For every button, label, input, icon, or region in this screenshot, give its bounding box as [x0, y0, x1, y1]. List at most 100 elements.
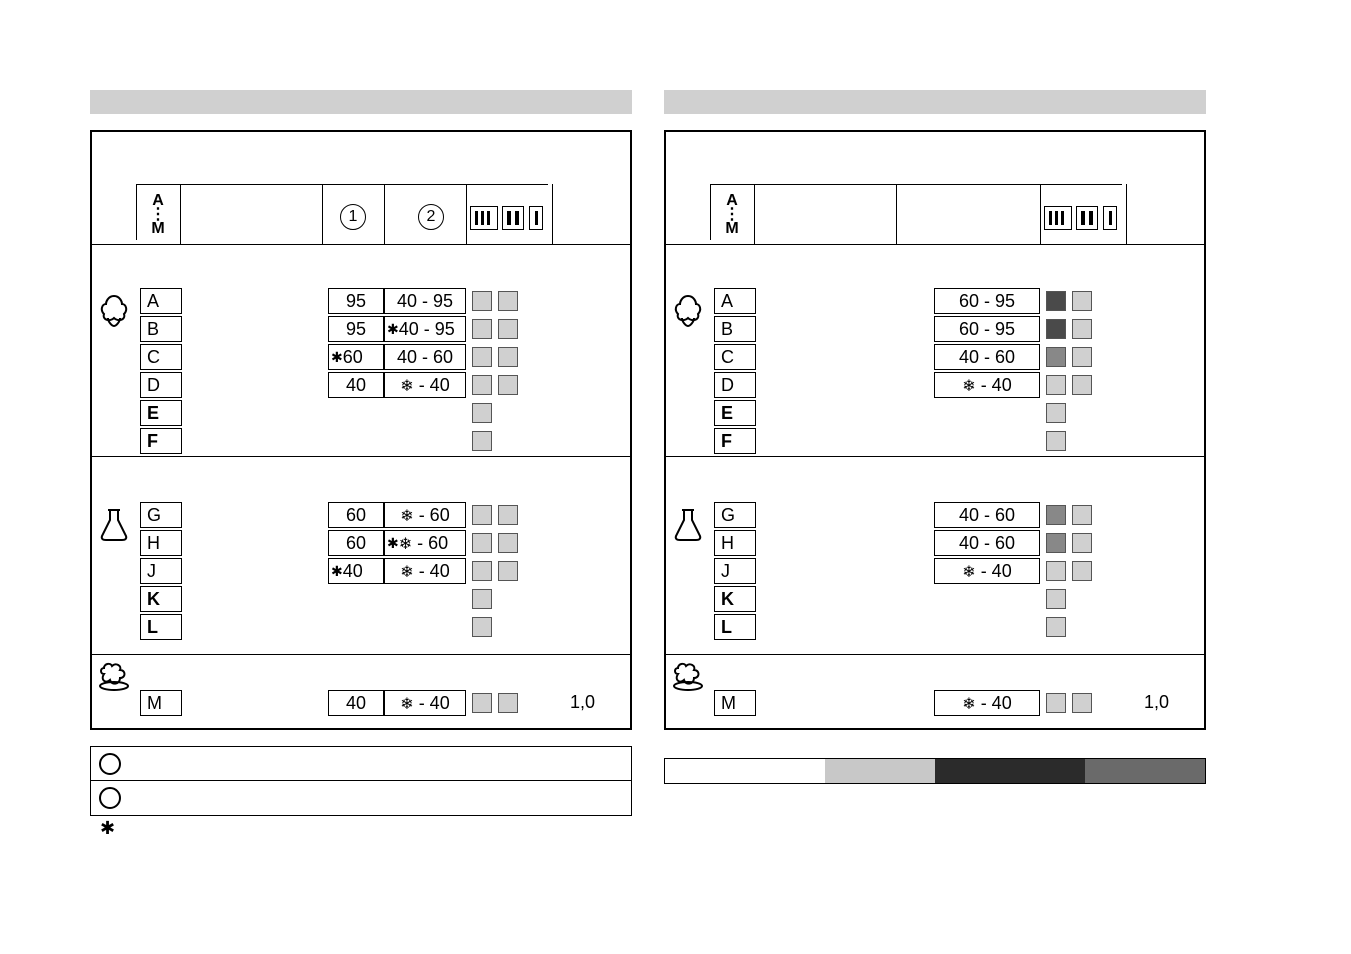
temp-range: 60 - 95	[934, 288, 1040, 314]
display-icon-2bar	[1076, 206, 1098, 230]
program-letter: H	[714, 530, 756, 556]
program-letter: F	[140, 428, 182, 454]
wool-icon	[668, 656, 708, 692]
indicator-square	[1072, 505, 1092, 525]
indicator-square	[1072, 291, 1092, 311]
program-letter: E	[714, 400, 756, 426]
am-column-label-right: A ⋮ M	[722, 194, 742, 236]
indicator-square	[1046, 693, 1066, 713]
indicator-square	[472, 431, 492, 451]
legend-row-2	[91, 781, 631, 815]
extra-value: 1,0	[570, 692, 595, 713]
program-letter: D	[714, 372, 756, 398]
program-letter: C	[140, 344, 182, 370]
extra-value: 1,0	[1144, 692, 1169, 713]
indicator-square	[1046, 617, 1066, 637]
indicator-square	[472, 505, 492, 525]
program-letter: B	[140, 316, 182, 342]
color-legend	[664, 758, 1206, 784]
page: A ⋮ M 1 2	[0, 0, 1351, 954]
indicator-square	[498, 375, 518, 395]
display-icon-3bar	[1044, 206, 1072, 230]
am-column-label: A ⋮ M	[148, 194, 168, 236]
wool-icon-cell	[94, 656, 140, 692]
program-letter: A	[140, 288, 182, 314]
indicator-square	[1046, 589, 1066, 609]
indicator-square	[1072, 561, 1092, 581]
indicator-square	[498, 533, 518, 553]
right-panel: A ⋮ M A60 - 95B60 - 95C40 - 60D❄ - 40EF …	[664, 130, 1206, 730]
indicator-square	[1072, 533, 1092, 553]
temp-range: 40 - 60	[934, 502, 1040, 528]
temp-default: ✱40	[328, 558, 384, 584]
program-letter: E	[140, 400, 182, 426]
graybar-left	[90, 90, 632, 114]
indicator-square	[472, 617, 492, 637]
program-letter: J	[714, 558, 756, 584]
program-letter: L	[140, 614, 182, 640]
indicator-square	[498, 505, 518, 525]
temp-range: 40 - 60	[934, 344, 1040, 370]
program-letter: C	[714, 344, 756, 370]
indicator-square	[1046, 403, 1066, 423]
indicator-square	[498, 347, 518, 367]
legend-circle-icon	[99, 787, 121, 809]
display-icons	[470, 206, 543, 230]
indicator-square	[1046, 431, 1066, 451]
indicator-square	[472, 319, 492, 339]
legend-seg-black	[935, 759, 1085, 783]
circled-2: 2	[418, 204, 444, 230]
indicator-square	[472, 403, 492, 423]
temp-range: 40 - 60	[384, 344, 466, 370]
temp-range: ❄ - 40	[934, 558, 1040, 584]
footnote-star: ✱	[100, 818, 115, 839]
temp-default: ✱60	[328, 344, 384, 370]
legend-seg-white	[665, 759, 825, 783]
program-letter: K	[140, 586, 182, 612]
graybar-right	[664, 90, 1206, 114]
temp-range: ✱40 - 95	[384, 316, 466, 342]
temp-range: ❄ - 40	[384, 372, 466, 398]
am-m: M	[151, 220, 164, 237]
legend-seg-gray	[1085, 759, 1205, 783]
temp-default: 40	[328, 372, 384, 398]
legend-seg-light	[825, 759, 935, 783]
program-letter: J	[140, 558, 182, 584]
temp-range: 60 - 95	[934, 316, 1040, 342]
legend-row-1	[91, 747, 631, 781]
flask-icon	[94, 504, 134, 544]
indicator-square	[498, 693, 518, 713]
cotton-icon	[668, 290, 708, 330]
flask-icon-cell	[94, 504, 140, 544]
temp-range: ❄ - 40	[384, 558, 466, 584]
temp-default: 60	[328, 530, 384, 556]
program-letter: K	[714, 586, 756, 612]
indicator-square	[472, 589, 492, 609]
indicator-square	[1072, 347, 1092, 367]
indicator-square	[1046, 291, 1066, 311]
indicator-square	[498, 291, 518, 311]
program-letter: M	[714, 690, 756, 716]
wool-icon-cell	[668, 656, 714, 692]
flask-icon	[668, 504, 708, 544]
indicator-square	[472, 561, 492, 581]
temp-default: 95	[328, 316, 384, 342]
wool-icon	[94, 656, 134, 692]
temp-default: 60	[328, 502, 384, 528]
cotton-icon-cell	[94, 290, 140, 330]
circled-1: 1	[340, 204, 366, 230]
temp-range: 40 - 60	[934, 530, 1040, 556]
cotton-icon	[94, 290, 134, 330]
indicator-square	[472, 347, 492, 367]
program-letter: L	[714, 614, 756, 640]
program-letter: H	[140, 530, 182, 556]
left-panel: A ⋮ M 1 2	[90, 130, 632, 730]
program-letter: M	[140, 690, 182, 716]
display-icon-1bar	[529, 206, 543, 230]
indicator-square	[498, 319, 518, 339]
indicator-square	[1046, 375, 1066, 395]
program-letter: A	[714, 288, 756, 314]
temp-range: ❄ - 40	[934, 372, 1040, 398]
cotton-icon-cell	[668, 290, 714, 330]
indicator-square	[472, 533, 492, 553]
